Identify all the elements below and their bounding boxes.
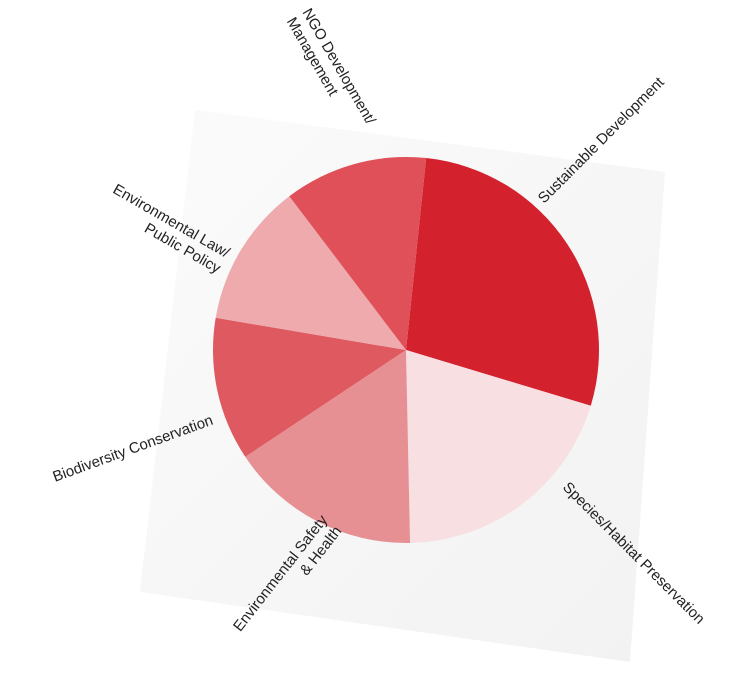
pie-slice-environmental-safety-health — [245, 350, 411, 543]
pie-slice-environmental-law-public-policy — [215, 196, 406, 350]
pie-slice-species-habitat-preservation — [406, 350, 591, 543]
slices-layer — [213, 157, 599, 543]
pie-slice-biodiversity-conservation — [213, 317, 406, 457]
slice-label: NGO Development/Management — [283, 6, 379, 138]
pie-slice-ngo-development-management — [289, 157, 427, 350]
pie-slice-sustainable-development — [406, 158, 599, 406]
